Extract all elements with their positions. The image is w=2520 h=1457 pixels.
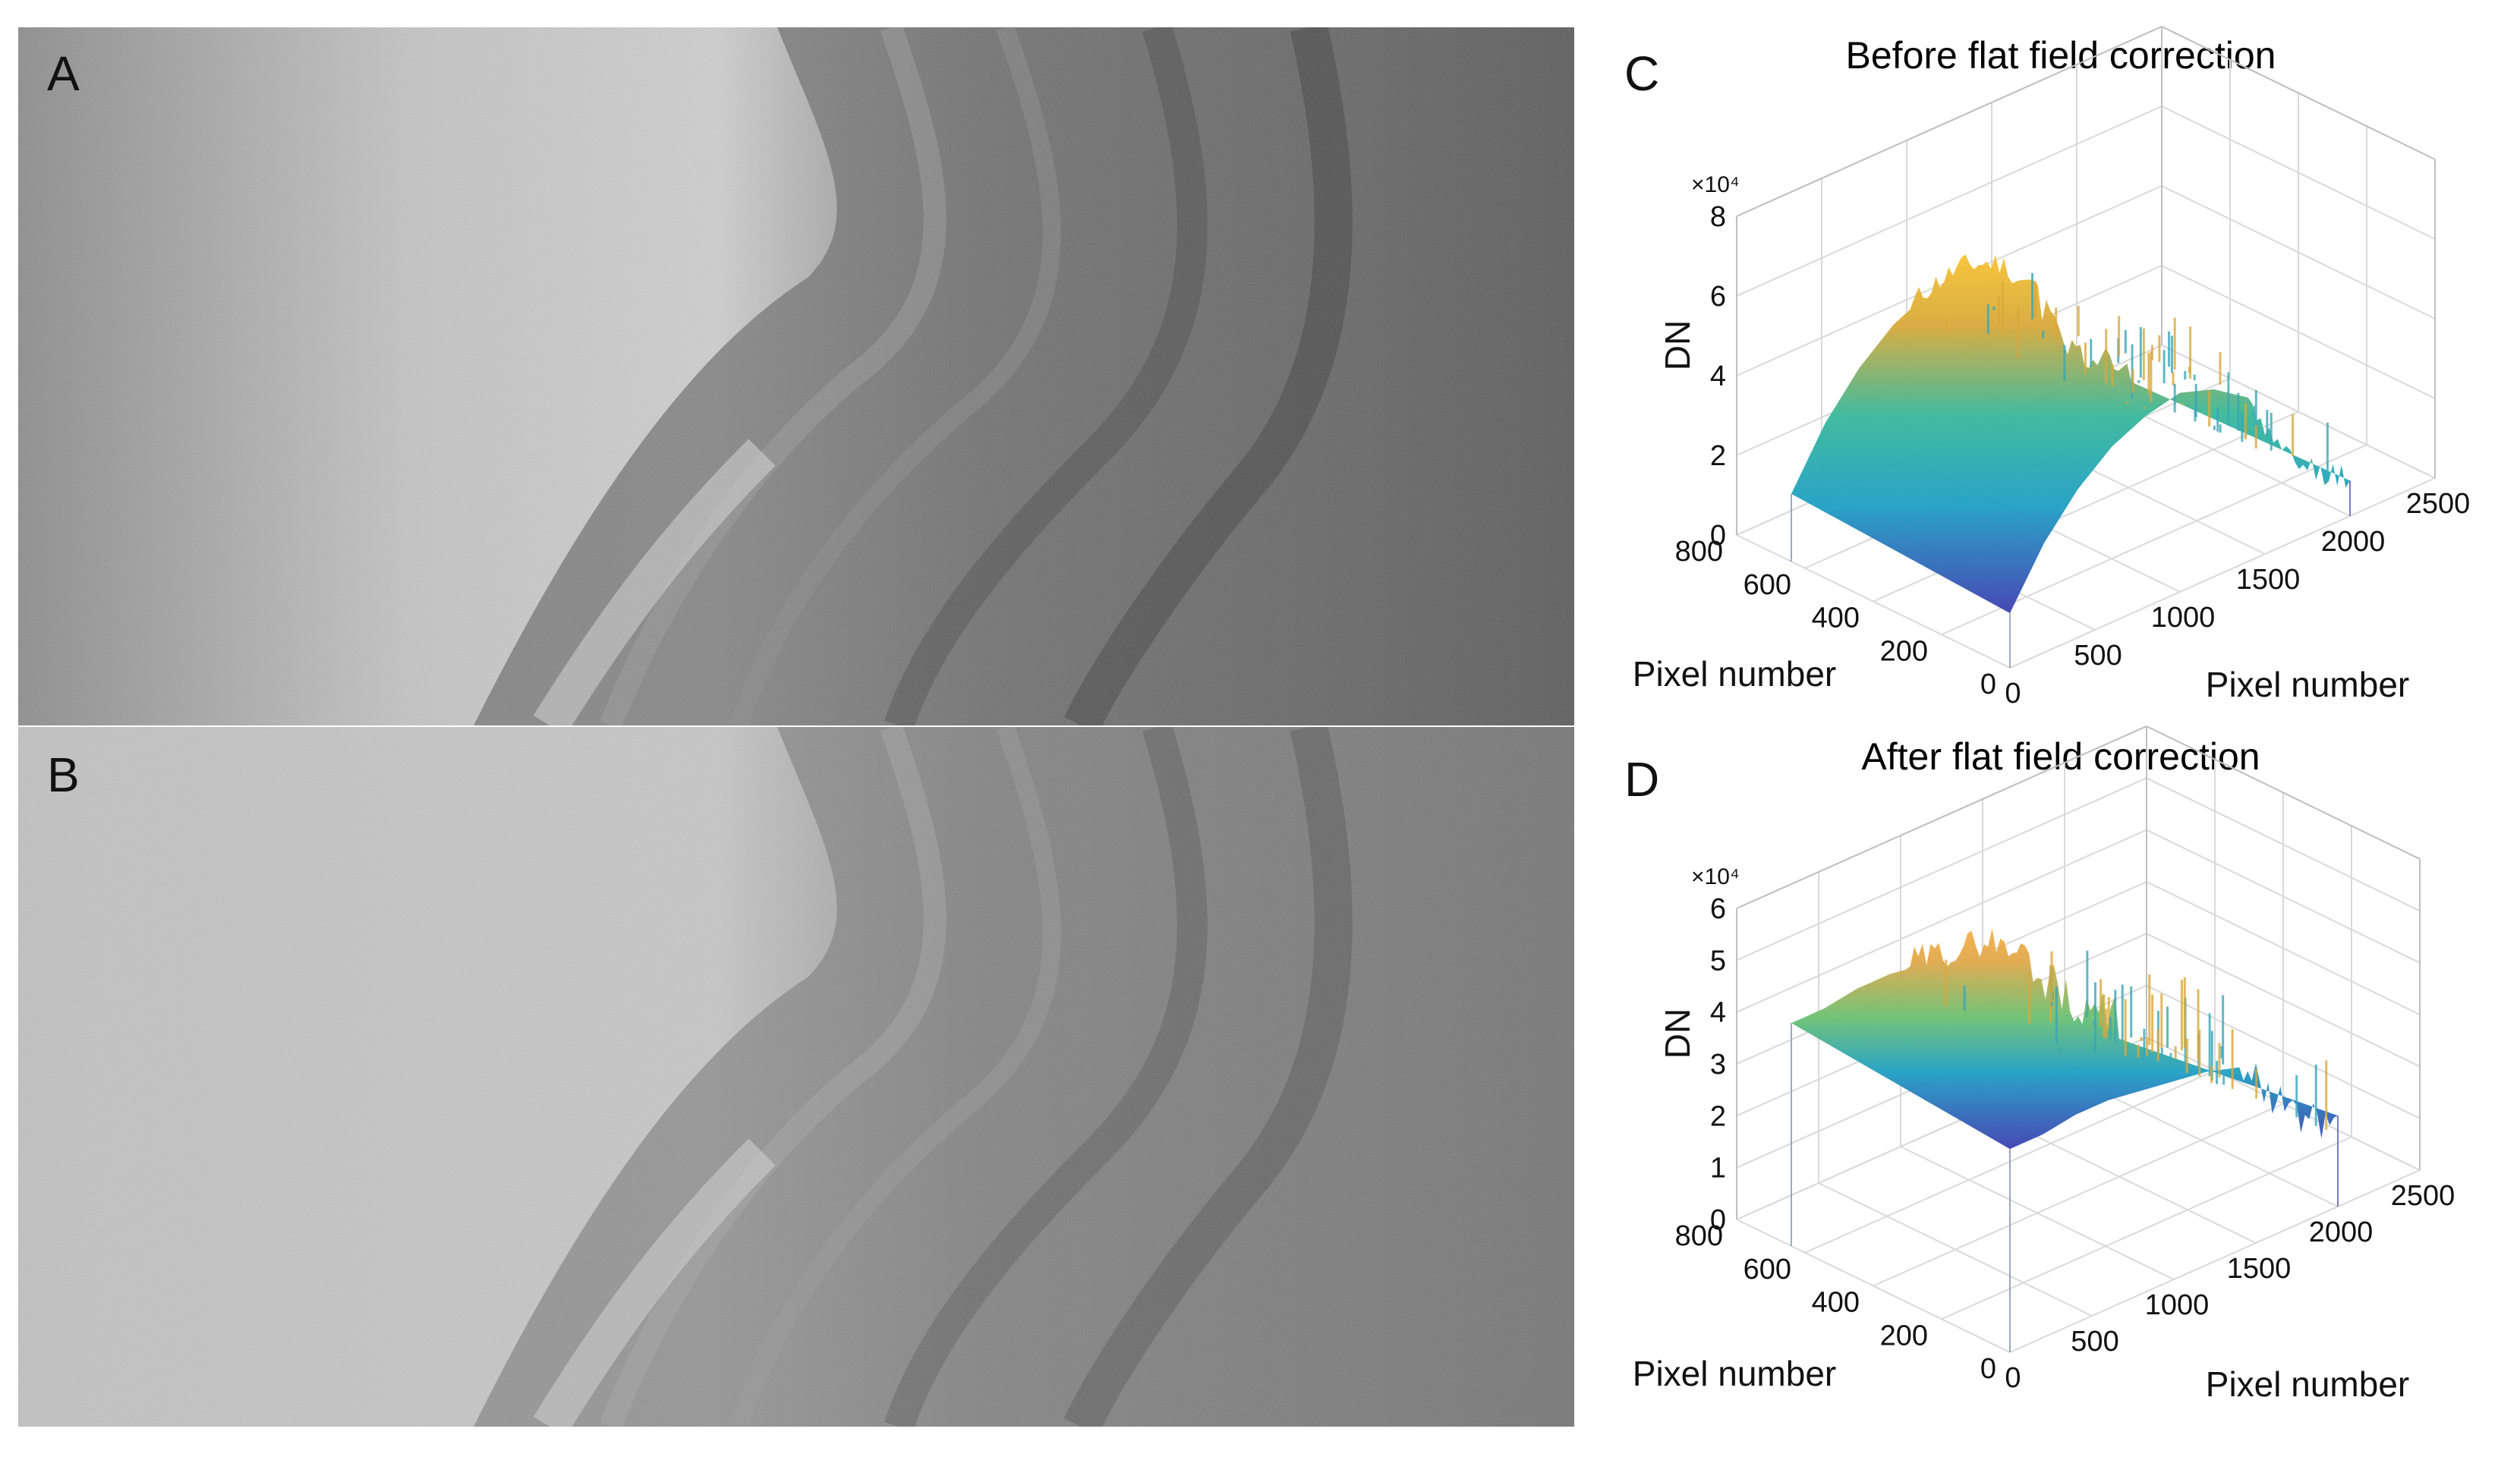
surface-plot — [1791, 254, 2350, 613]
y-tick-label: 200 — [1880, 1320, 1928, 1352]
x-tick-label: 0 — [2005, 1362, 2021, 1394]
z-tick-label: 5 — [1710, 945, 1726, 977]
sidewall-gridline-z — [2146, 1037, 2421, 1171]
x-tick-label: 2000 — [2321, 526, 2386, 558]
y-tick-label: 600 — [1744, 569, 1791, 601]
floor-gridline-y — [2009, 1169, 2421, 1353]
sidewall-gridline-z — [2161, 105, 2436, 240]
x-tick-label: 500 — [2074, 640, 2122, 672]
x-axis-label: Pixel number — [2206, 665, 2409, 704]
z-tick-label: 3 — [1710, 1049, 1726, 1081]
panel-label-a: A — [47, 46, 80, 101]
z-tick-label: 8 — [1710, 201, 1726, 233]
sidewall-gridline-z — [2161, 185, 2436, 319]
box-edge — [2146, 725, 2421, 860]
y-tick-label: 0 — [1980, 669, 1996, 700]
surface-chart-before: 0 2 4 6 8 0 500 1000 1500 2000 2500 0 200 400 600 800 DN… — [1633, 26, 2471, 710]
image-panel-b — [18, 727, 1574, 1427]
box-edge — [2161, 26, 2436, 160]
box-edge — [1736, 26, 2162, 217]
surface-chart-after: 0 1 2 3 4 5 6 0 500 1000 1500 2000 2500 0 200 400 600 800… — [1633, 725, 2455, 1404]
y-tick-label: 400 — [1812, 1287, 1860, 1319]
x-tick-label: 2000 — [2309, 1216, 2374, 1248]
x-tick-label: 1000 — [2151, 602, 2216, 634]
backwall-gridline-z — [1736, 829, 2147, 1013]
panel-label-c: C — [1624, 46, 1660, 101]
image-after-correction — [18, 727, 1574, 1427]
sidewall-gridline-z — [2146, 984, 2421, 1119]
sidewall-gridline-z — [2161, 345, 2436, 479]
x-tick-label: 1500 — [2227, 1253, 2292, 1285]
floor-gridline-y — [1873, 1103, 2284, 1287]
z-tick-label: 4 — [1710, 360, 1726, 392]
image-before-correction — [18, 27, 1574, 725]
z-tick-label: 6 — [1710, 893, 1726, 925]
z-tick-label: 6 — [1710, 281, 1726, 313]
z-multiplier-label: ×10⁴ — [1691, 172, 1740, 197]
surface-plot — [1791, 928, 2338, 1150]
panel-label-b: B — [47, 747, 80, 802]
y-axis-label: Pixel number — [1633, 654, 1836, 694]
y-tick-label: 400 — [1812, 603, 1860, 634]
sidewall-gridline-z — [2146, 829, 2421, 964]
z-axis-label: DN — [1658, 1009, 1697, 1059]
z-multiplier-label: ×10⁴ — [1691, 864, 1740, 889]
y-tick-label: 200 — [1880, 635, 1928, 667]
image-panel-a — [18, 27, 1574, 725]
y-tick-label: 600 — [1744, 1254, 1791, 1285]
chart-title-c: Before flat field correction — [1845, 34, 2276, 77]
z-tick-label: 2 — [1710, 1100, 1726, 1132]
y-tick-label: 800 — [1675, 536, 1723, 568]
z-tick-label: 1 — [1710, 1153, 1726, 1185]
x-tick-label: 1500 — [2236, 564, 2301, 596]
backwall-gridline-z — [1736, 105, 2162, 297]
sidewall-gridline-z — [2146, 933, 2421, 1068]
sidewall-gridline-z — [2161, 265, 2436, 399]
box-edge — [1736, 725, 2147, 909]
x-axis-label: Pixel number — [2206, 1364, 2409, 1404]
x-tick-label: 0 — [2005, 678, 2021, 710]
y-axis-label: Pixel number — [1633, 1354, 1836, 1393]
x-tick-label: 1000 — [2145, 1289, 2210, 1321]
z-tick-label: 2 — [1710, 440, 1726, 472]
sidewall-gridline-z — [2146, 777, 2421, 912]
z-tick-label: 0 — [1710, 1204, 1726, 1236]
y-tick-label: 0 — [1980, 1353, 1996, 1385]
floor-gridline-y — [2009, 477, 2436, 669]
x-tick-label: 2500 — [2391, 1180, 2455, 1212]
z-axis-label: DN — [1658, 320, 1697, 370]
z-tick-label: 0 — [1710, 520, 1726, 552]
x-tick-label: 500 — [2071, 1326, 2118, 1358]
panel-label-d: D — [1624, 752, 1660, 807]
backwall-gridline-z — [1736, 777, 2147, 961]
y-tick-label: 800 — [1675, 1220, 1723, 1252]
x-tick-label: 2500 — [2406, 488, 2471, 520]
chart-title-d: After flat field correction — [1861, 735, 2260, 778]
sidewall-gridline-z — [2146, 881, 2421, 1015]
z-tick-label: 4 — [1710, 997, 1726, 1029]
